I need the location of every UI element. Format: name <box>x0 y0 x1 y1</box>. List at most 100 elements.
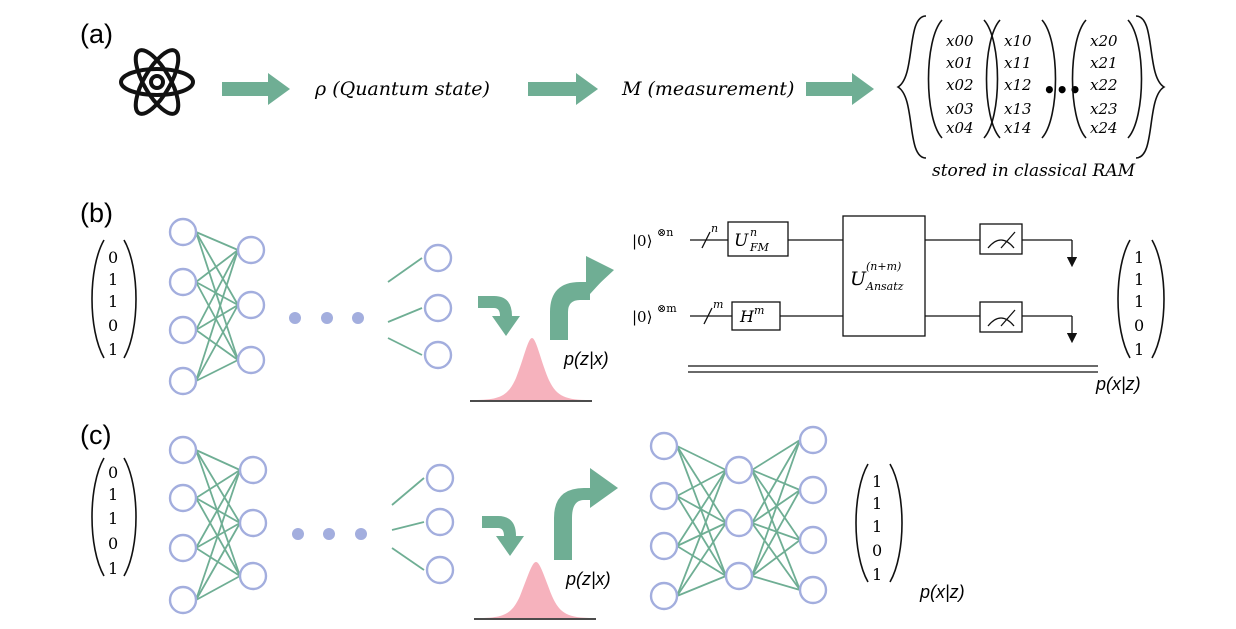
arrow-head <box>586 256 614 296</box>
panel-b-label: (b) <box>80 198 113 228</box>
neuron <box>423 243 453 273</box>
vector-entry: x02 <box>946 76 974 94</box>
vector-x0: x00 x01 x02 x03 x04 <box>927 19 999 139</box>
output-vector: 1 1 1 0 1 <box>1117 239 1165 359</box>
vector-entry: x21 <box>1090 54 1118 72</box>
register-slash <box>703 307 713 325</box>
vector-entry: 0 <box>108 316 118 335</box>
gate-fm-sup: n <box>750 226 757 239</box>
encoder-edges <box>195 231 423 382</box>
arrow-to-state <box>222 73 290 105</box>
vector-entry: 1 <box>108 485 118 504</box>
register-slash <box>701 231 711 249</box>
gate-fm-symbol: U <box>734 231 749 251</box>
encoder-network <box>168 217 453 396</box>
ellipsis-dot <box>321 312 333 324</box>
vector-entry: 0 <box>1134 316 1144 335</box>
neuron <box>798 425 828 455</box>
ellipsis-dot <box>323 528 335 540</box>
vector-entry: 0 <box>108 463 118 482</box>
panel-b: (b) 0 1 1 0 1 <box>80 198 1165 402</box>
vector-ellipsis: ••• <box>1043 78 1081 102</box>
neuron <box>423 340 453 370</box>
vector-entry: x10 <box>1004 32 1032 50</box>
vector-entry: 1 <box>1134 340 1144 359</box>
left-brace <box>896 15 927 159</box>
ket-m: |0⟩ <box>632 308 652 326</box>
gate-h-sup: m <box>754 304 764 317</box>
quantum-state-text: ρ (Quantum state) <box>314 78 490 100</box>
decoder-prob-label: p(x|z) <box>1095 374 1141 394</box>
vector-entry: x04 <box>946 119 974 137</box>
neuron <box>649 431 679 461</box>
encoder-prob-label: p(z|x) <box>565 569 611 589</box>
vector-entry: 1 <box>872 565 882 584</box>
vector-entry: 1 <box>108 559 118 578</box>
curved-arrow-down <box>478 296 520 336</box>
gate-ansatz-sub: Ansatz <box>865 280 904 293</box>
neuron <box>168 267 198 297</box>
neuron <box>236 345 266 375</box>
vector-entry: 1 <box>108 340 118 359</box>
vector-entry: x11 <box>1004 54 1032 72</box>
neuron <box>168 366 198 396</box>
neuron <box>724 561 754 591</box>
neuron <box>425 507 455 537</box>
feature-map-gate <box>727 221 789 257</box>
neuron <box>236 290 266 320</box>
decoder-network <box>649 425 828 611</box>
vector-x2: x20 x21 x22 x23 x24 <box>1071 19 1143 139</box>
slash-m-label: m <box>713 298 723 311</box>
measurement-text: M (measurement) <box>621 78 794 100</box>
neuron <box>238 508 268 538</box>
measurement-meter-icon <box>979 223 1023 255</box>
gate-ansatz-sup: (n+m) <box>866 260 901 273</box>
curved-arrow-down <box>482 516 524 556</box>
gaussian-latent <box>474 562 596 620</box>
neuron <box>724 508 754 538</box>
vector-entry: x14 <box>1004 119 1032 137</box>
vector-entry: x24 <box>1090 119 1118 137</box>
neuron <box>168 435 198 465</box>
panel-a-label: (a) <box>80 19 113 49</box>
neuron <box>649 531 679 561</box>
vector-entry: x12 <box>1004 76 1032 94</box>
neuron <box>168 585 198 615</box>
arrow-to-measurement <box>528 73 598 105</box>
panel-c: (c) 0 1 1 0 1 <box>80 420 965 620</box>
ellipsis-dot <box>292 528 304 540</box>
neuron <box>649 481 679 511</box>
vector-entry: x03 <box>946 100 974 118</box>
vector-entry: 1 <box>108 292 118 311</box>
arrow-head <box>590 468 618 508</box>
encoder-network <box>168 435 455 615</box>
panel-c-label: (c) <box>80 420 111 450</box>
neuron <box>798 575 828 605</box>
panel-a: (a) ρ (Quantum state) M (measurement) x0… <box>80 15 1166 181</box>
ket-n-power: ⊗n <box>657 226 673 239</box>
neuron <box>238 455 268 485</box>
vector-entry: 0 <box>108 534 118 553</box>
neuron <box>425 463 455 493</box>
neuron <box>798 525 828 555</box>
ket-n: |0⟩ <box>632 232 652 250</box>
gaussian-latent <box>470 338 592 402</box>
vector-entry: 1 <box>872 472 882 491</box>
neuron <box>168 483 198 513</box>
vector-x1: x10 x11 x12 x13 x14 <box>985 19 1057 139</box>
ellipsis-dot <box>355 528 367 540</box>
vector-entry: x13 <box>1004 100 1032 118</box>
neuron <box>168 315 198 345</box>
ellipsis-dot <box>352 312 364 324</box>
neuron <box>649 581 679 611</box>
hadamard-gate <box>731 301 781 331</box>
vector-entry: 1 <box>1134 292 1144 311</box>
input-vector: 0 1 1 0 1 <box>91 457 137 578</box>
neuron <box>423 293 453 323</box>
curved-arrow-up <box>550 270 612 340</box>
vector-entry: x22 <box>1090 76 1118 94</box>
input-vector: 0 1 1 0 1 <box>91 239 137 359</box>
neuron <box>168 217 198 247</box>
atom-icon <box>119 48 195 116</box>
vector-entry: 0 <box>108 248 118 267</box>
